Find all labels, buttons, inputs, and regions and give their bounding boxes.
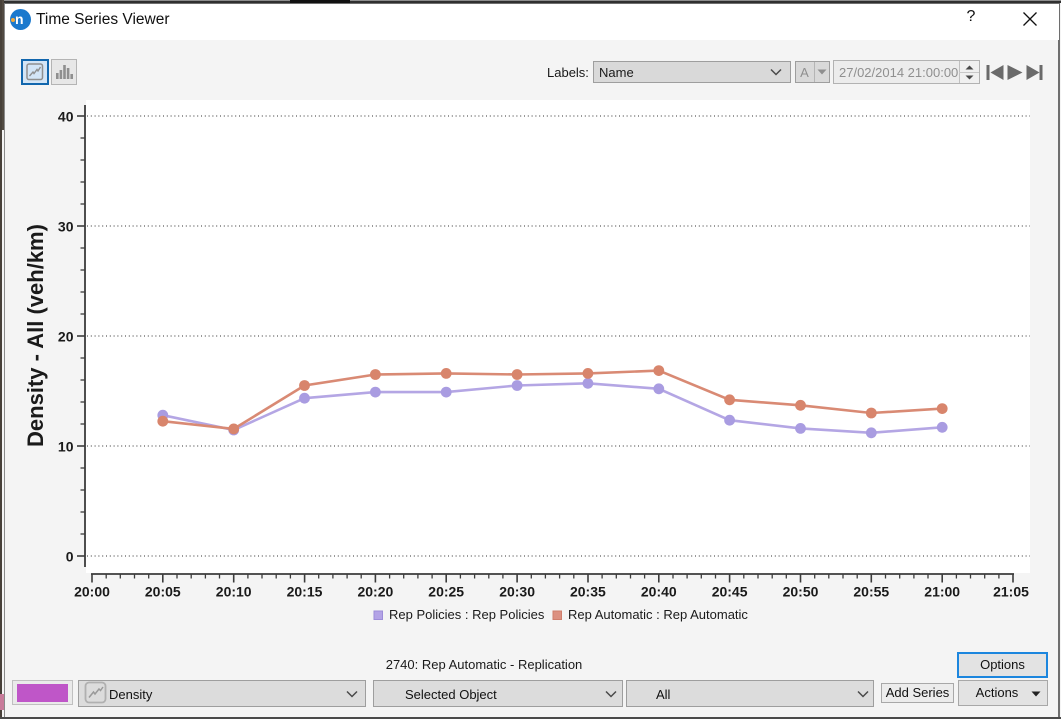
svg-text:20:15: 20:15 [287,584,323,600]
svg-text:10: 10 [58,439,74,455]
svg-text:20: 20 [58,329,74,345]
svg-text:21:00: 21:00 [924,584,960,600]
svg-text:Rep Automatic : Rep Automatic: Rep Automatic : Rep Automatic [568,607,748,622]
svg-text:0: 0 [66,549,74,565]
svg-text:20:45: 20:45 [712,584,748,600]
svg-text:21:05: 21:05 [993,584,1029,600]
svg-text:Density - All (veh/km): Density - All (veh/km) [23,224,48,447]
svg-text:20:55: 20:55 [853,584,889,600]
svg-text:20:35: 20:35 [570,584,606,600]
svg-text:Rep Policies : Rep Policies: Rep Policies : Rep Policies [389,607,545,622]
svg-text:40: 40 [58,109,74,125]
svg-text:20:20: 20:20 [357,584,393,600]
svg-text:20:40: 20:40 [641,584,677,600]
svg-text:30: 30 [58,219,74,235]
svg-text:20:05: 20:05 [145,584,181,600]
svg-text:20:30: 20:30 [499,584,535,600]
svg-text:20:50: 20:50 [783,584,819,600]
svg-text:20:10: 20:10 [216,584,252,600]
svg-text:20:00: 20:00 [74,584,110,600]
svg-text:20:25: 20:25 [428,584,464,600]
